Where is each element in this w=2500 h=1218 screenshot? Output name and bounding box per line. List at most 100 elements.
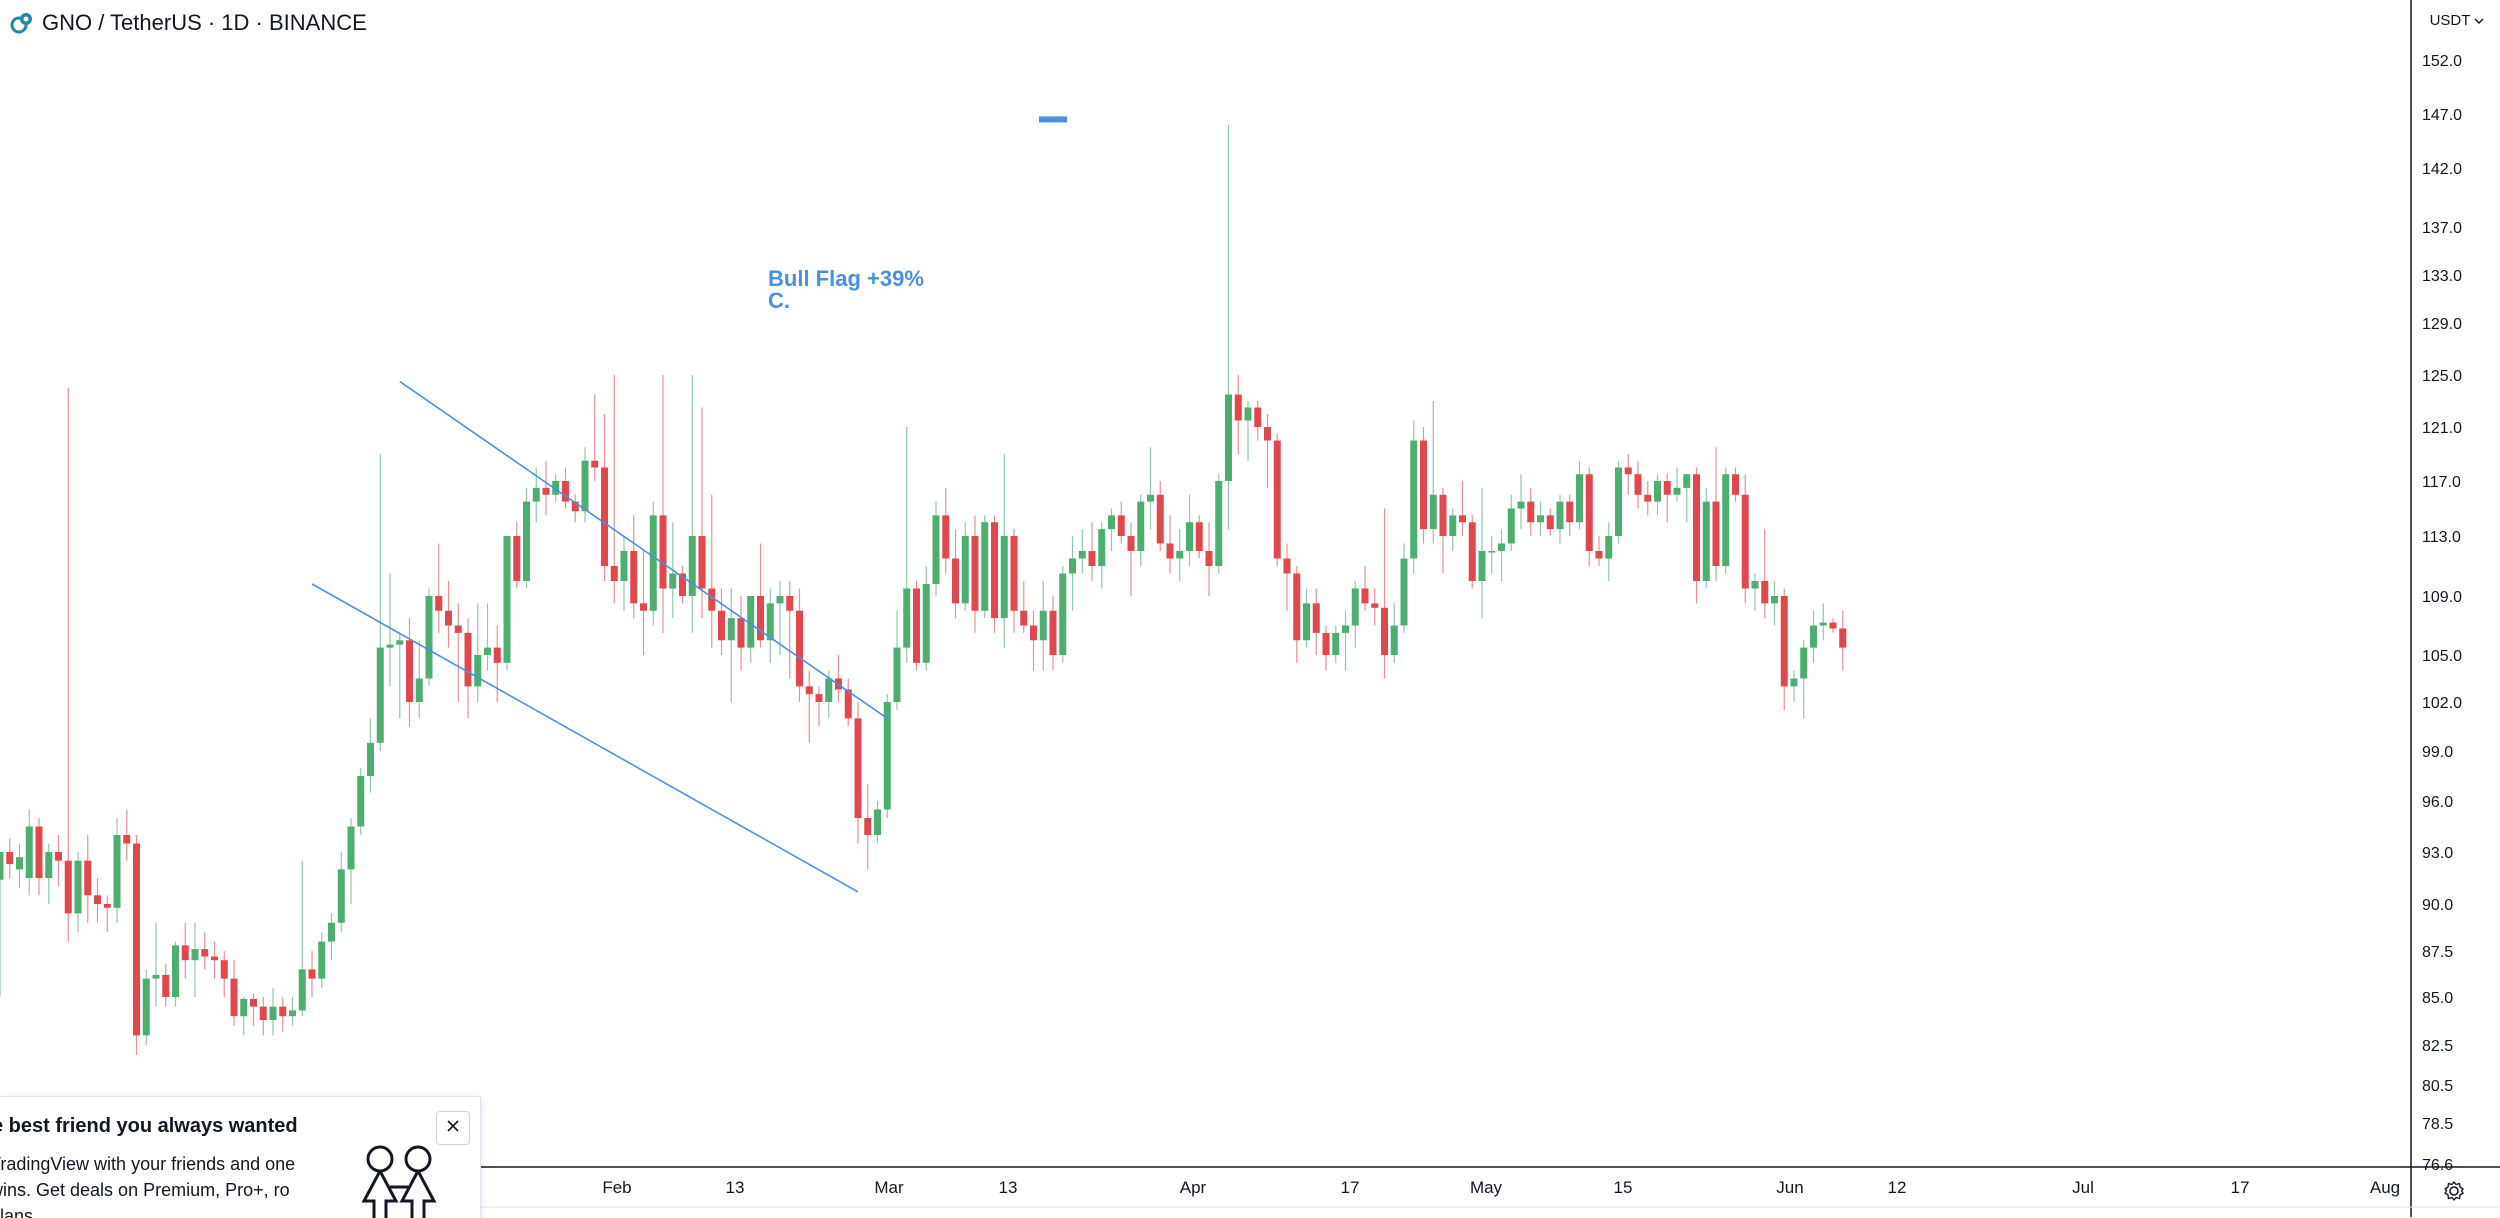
candle[interactable] [1829,618,1837,633]
candle[interactable] [1410,420,1418,574]
candle[interactable] [591,394,599,482]
candle[interactable] [425,588,433,687]
candle[interactable] [1244,401,1252,461]
candle[interactable] [396,632,404,719]
candle[interactable] [94,878,101,923]
candle[interactable] [318,932,326,988]
candle[interactable] [337,852,345,933]
candle[interactable] [1517,474,1525,530]
candle[interactable] [913,581,920,671]
candle[interactable] [1000,454,1008,648]
candle[interactable] [123,809,131,861]
candle[interactable] [1605,522,1613,581]
candle[interactable] [386,573,394,687]
candle[interactable] [961,522,969,611]
bull-flag-channel[interactable] [311,116,1067,893]
candle[interactable] [211,941,218,979]
candle[interactable] [6,838,14,878]
candle[interactable] [1010,529,1018,633]
candle[interactable] [328,913,335,961]
candle[interactable] [269,987,277,1036]
candle[interactable] [835,655,842,702]
candle[interactable] [474,603,482,702]
candle[interactable] [1205,522,1213,596]
candle[interactable] [630,515,638,619]
candle[interactable] [1088,522,1096,581]
candle[interactable] [103,895,111,933]
candle[interactable] [1468,515,1476,589]
candle[interactable] [1400,543,1408,633]
candle[interactable] [1312,588,1320,656]
candle[interactable] [1546,508,1554,537]
candle[interactable] [1039,581,1047,671]
candle[interactable] [454,603,462,702]
candle[interactable] [484,603,491,671]
candle[interactable] [1283,543,1291,611]
candle[interactable] [805,670,813,743]
candle[interactable] [45,843,53,905]
candle[interactable] [1527,487,1535,536]
candle[interactable] [1098,522,1106,589]
candle[interactable] [786,581,794,679]
candle[interactable] [464,618,472,719]
candle[interactable] [747,596,755,663]
candle[interactable] [1488,536,1496,574]
currency-selector[interactable]: USDT [2422,6,2492,34]
candle[interactable] [1371,588,1379,626]
candle[interactable] [718,588,725,656]
flag-lower-trendline[interactable] [311,583,859,893]
candle[interactable] [942,487,950,574]
candle[interactable] [1634,460,1642,509]
candle[interactable] [1449,508,1457,552]
candle[interactable] [523,487,530,589]
candle[interactable] [74,852,82,933]
candle[interactable] [1576,460,1583,530]
candle[interactable] [1254,401,1262,441]
candle[interactable] [142,969,150,1045]
candle[interactable] [620,536,628,611]
candle[interactable] [308,951,316,997]
candle[interactable] [1732,467,1739,502]
candle[interactable] [1186,494,1193,566]
candle[interactable] [1654,474,1661,516]
candle[interactable] [1712,447,1720,581]
promo-popup[interactable]: e best friend you always wanted TradingV… [0,1096,481,1218]
candle[interactable] [64,388,72,942]
candle[interactable] [1351,581,1359,648]
candle[interactable] [1030,610,1037,671]
candle[interactable] [1722,467,1730,574]
candle[interactable] [191,922,199,997]
candle[interactable] [279,997,287,1032]
candle[interactable] [1322,625,1330,671]
candle[interactable] [1332,625,1340,663]
candle[interactable] [1839,610,1847,671]
candle[interactable] [679,566,686,604]
candle[interactable] [1078,529,1086,574]
candle[interactable] [571,494,579,523]
candle[interactable] [1020,581,1028,633]
candle[interactable] [1615,460,1622,544]
candle[interactable] [659,375,667,633]
candle[interactable] [854,702,862,844]
candle[interactable] [376,454,384,751]
target-marker[interactable] [1039,116,1067,123]
candle[interactable] [162,963,170,1007]
candle[interactable] [903,427,911,663]
candle[interactable] [1117,501,1125,544]
price-axis[interactable]: 152.0 147.0 142.0 137.0 133.0 129.0 125.0 121.0… [2410,0,2462,1217]
candle[interactable] [1673,467,1681,502]
candle[interactable] [971,515,979,633]
candle[interactable] [415,640,423,719]
candle[interactable] [220,951,228,997]
candle[interactable] [445,581,452,648]
candle[interactable] [649,501,657,626]
candle[interactable] [1537,501,1544,536]
candle[interactable] [1498,529,1505,581]
candle[interactable] [1761,529,1769,619]
candle[interactable] [864,784,872,870]
candle[interactable] [874,801,881,844]
candle[interactable] [601,414,608,581]
candle[interactable] [893,610,901,711]
candle[interactable] [1303,588,1310,648]
